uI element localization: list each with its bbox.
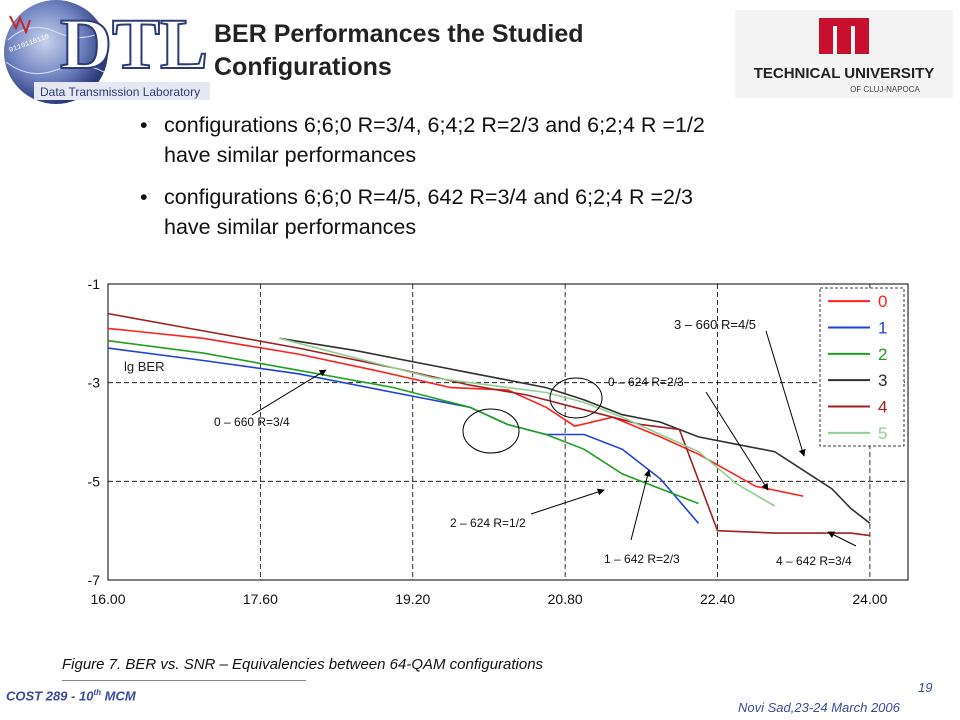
annotation-label: 0 – 660 R=3/4 bbox=[214, 415, 290, 429]
y-tick-label: -3 bbox=[88, 375, 101, 391]
footer-divider bbox=[62, 680, 306, 681]
bullet-icon: • bbox=[140, 185, 148, 209]
highlight-circle bbox=[549, 377, 603, 419]
dtl-logo-text: DTL bbox=[60, 4, 208, 84]
annotation-label: 1 – 642 R=2/3 bbox=[604, 552, 680, 566]
bullet-text-line2: have similar performances bbox=[164, 143, 417, 167]
tu-logo-text: TECHNICAL UNIVERSITY bbox=[754, 65, 935, 82]
x-tick-label: 16.00 bbox=[90, 591, 125, 607]
footer-left-sup: th bbox=[93, 688, 101, 697]
annotation-label: 2 – 624 R=1/2 bbox=[450, 516, 526, 530]
bullet-list: • configurations 6;6;0 R=3/4, 6;4;2 R=2/… bbox=[140, 110, 930, 254]
technical-university-logo: TECHNICAL UNIVERSITY OF CLUJ-NAPOCA bbox=[735, 10, 953, 98]
annotation-arrow bbox=[765, 330, 806, 457]
ber-chart: 16.00 17.60 19.20 20.80 22.40 24.00 -1 -3 -5 -7 0… bbox=[76, 278, 916, 618]
footer-left-text: COST 289 - 10 bbox=[6, 688, 94, 704]
annotation-arrow bbox=[530, 488, 605, 515]
x-tick-label: 17.60 bbox=[243, 591, 278, 607]
slide-title-line1: BER Performances the Studied bbox=[214, 20, 584, 48]
annotation-arrows bbox=[251, 330, 857, 547]
figure-caption: Figure 7. BER vs. SNR – Equivalencies be… bbox=[62, 656, 544, 673]
legend-box bbox=[819, 287, 905, 447]
bullet-item: • configurations 6;6;0 R=3/4, 6;4;2 R=2/… bbox=[140, 110, 930, 170]
chart-ticks: 16.00 17.60 19.20 20.80 22.40 24.00 -1 -3 -5 -7 bbox=[88, 278, 888, 607]
highlight-circle bbox=[462, 408, 520, 454]
y-axis-label: lg BER bbox=[124, 359, 164, 374]
annotation-label: 4 – 642 R=3/4 bbox=[776, 554, 852, 568]
x-tick-label: 19.20 bbox=[395, 591, 430, 607]
annotation-arrow bbox=[827, 531, 857, 547]
tu-logo-subtitle: OF CLUJ-NAPOCA bbox=[850, 85, 920, 94]
dtl-logo: 0110110110 DTL Data Transmission Laborat… bbox=[4, 0, 210, 104]
tu-emblem-icon bbox=[819, 18, 869, 54]
x-tick-label: 22.40 bbox=[700, 591, 735, 607]
annotation-arrow bbox=[705, 391, 769, 491]
footer-right: Novi Sad,23-24 March 2006 bbox=[738, 700, 900, 715]
series-line-2 bbox=[107, 339, 699, 505]
annotation-arrow bbox=[251, 369, 327, 416]
footer-left: COST 289 - 10th MCM bbox=[6, 688, 136, 703]
dtl-logo-subtitle: Data Transmission Laboratory bbox=[40, 85, 200, 99]
series-line-5 bbox=[279, 337, 776, 507]
chart-legend: 0 1 2 3 4 5 bbox=[819, 287, 905, 447]
legend-label: 3 bbox=[878, 371, 887, 390]
series-line-4 bbox=[107, 312, 871, 537]
series-line-0 bbox=[107, 327, 804, 497]
legend-label: 5 bbox=[878, 424, 887, 443]
y-tick-label: -7 bbox=[88, 572, 101, 588]
series-line-3 bbox=[279, 337, 871, 524]
bullet-icon: • bbox=[140, 113, 148, 137]
x-tick-label: 24.00 bbox=[852, 591, 887, 607]
slide-title: BER Performances the Studied Configurati… bbox=[214, 18, 734, 84]
plot-frame bbox=[107, 283, 909, 581]
bullet-text-line1: configurations 6;6;0 R=4/5, 642 R=3/4 an… bbox=[164, 185, 693, 209]
chart-series bbox=[107, 312, 871, 537]
annotation-label: 0 – 624 R=2/3 bbox=[608, 375, 684, 389]
annotation-label: 3 – 660 R=4/5 bbox=[674, 317, 756, 332]
bullet-item: • configurations 6;6;0 R=4/5, 642 R=3/4 … bbox=[140, 182, 930, 242]
legend-label: 4 bbox=[878, 398, 887, 417]
bullet-text-line1: configurations 6;6;0 R=3/4, 6;4;2 R=2/3 … bbox=[164, 113, 705, 137]
page-number: 19 bbox=[918, 680, 933, 695]
footer-left-suffix: MCM bbox=[101, 688, 136, 704]
chart-background bbox=[76, 278, 916, 618]
y-tick-label: -5 bbox=[88, 473, 101, 489]
bullet-text-line2: have similar performances bbox=[164, 215, 417, 239]
x-tick-label: 20.80 bbox=[548, 591, 583, 607]
slide-title-line2: Configurations bbox=[214, 53, 392, 81]
legend-label: 2 bbox=[878, 345, 887, 364]
y-tick-label: -1 bbox=[88, 278, 101, 292]
annotation-arrow bbox=[630, 469, 651, 541]
legend-label: 1 bbox=[878, 319, 887, 338]
legend-label: 0 bbox=[878, 292, 887, 311]
